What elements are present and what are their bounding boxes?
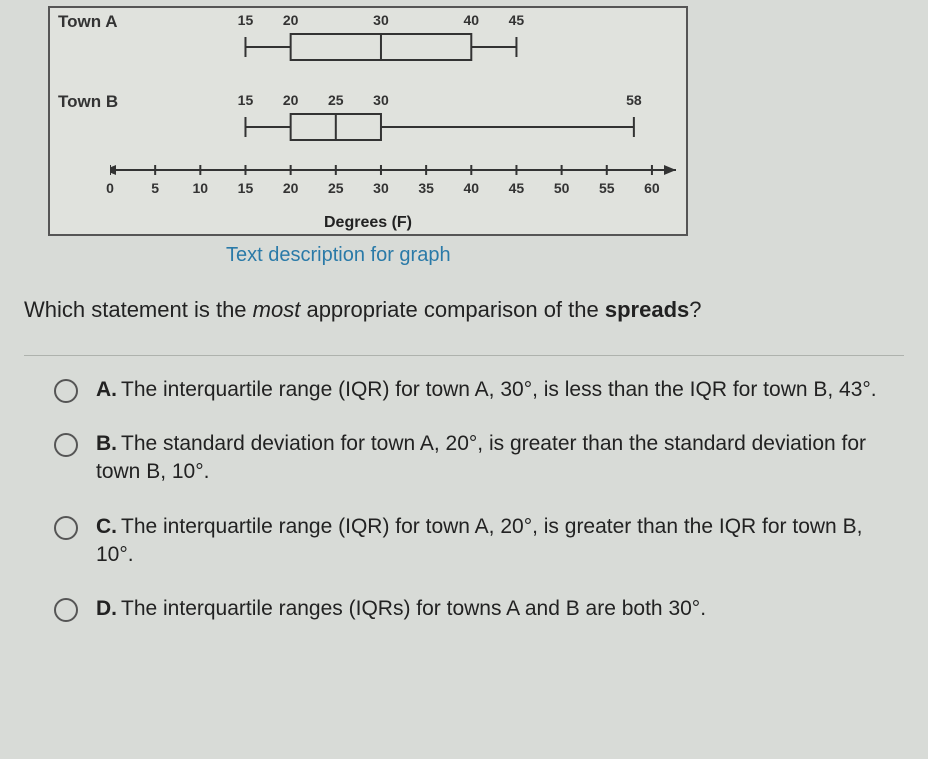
- divider: [24, 355, 904, 356]
- value-label: 25: [328, 92, 344, 108]
- question-emph: most: [253, 297, 301, 322]
- radio-c[interactable]: [54, 516, 78, 540]
- town-b-boxplot: [110, 110, 676, 144]
- value-label: 30: [373, 92, 389, 108]
- question-end: ?: [689, 297, 701, 322]
- value-label: 58: [626, 92, 642, 108]
- tick-label: 15: [238, 180, 254, 196]
- town-a-label: Town A: [58, 12, 117, 32]
- value-label: 40: [463, 12, 479, 28]
- tick-label: 55: [599, 180, 615, 196]
- tick-label: 45: [509, 180, 525, 196]
- option-d-body: The interquartile ranges (IQRs) for town…: [121, 597, 706, 620]
- tick-label: 0: [106, 180, 114, 196]
- question-post: appropriate comparison of the: [300, 297, 605, 322]
- radio-d[interactable]: [54, 598, 78, 622]
- option-a-body: The interquartile range (IQR) for town A…: [121, 378, 877, 401]
- tick-label: 60: [644, 180, 660, 196]
- option-c[interactable]: C.The interquartile range (IQR) for town…: [54, 513, 904, 570]
- tick-label: 20: [283, 180, 299, 196]
- value-label: 30: [373, 12, 389, 28]
- option-a[interactable]: A.The interquartile range (IQR) for town…: [54, 376, 904, 404]
- option-d-text: D.The interquartile ranges (IQRs) for to…: [96, 595, 706, 623]
- boxplot-panel: Town A Town B 1520304045 1520253058 0510…: [48, 6, 688, 236]
- option-c-text: C.The interquartile range (IQR) for town…: [96, 513, 904, 570]
- value-label: 15: [238, 92, 254, 108]
- text-description-link[interactable]: Text description for graph: [226, 244, 922, 267]
- tick-label: 50: [554, 180, 570, 196]
- tick-label: 30: [373, 180, 389, 196]
- tick-label: 25: [328, 180, 344, 196]
- tick-label: 40: [463, 180, 479, 196]
- option-a-text: A.The interquartile range (IQR) for town…: [96, 376, 877, 404]
- option-c-body: The interquartile range (IQR) for town A…: [96, 515, 862, 566]
- tick-label: 10: [193, 180, 209, 196]
- radio-a[interactable]: [54, 379, 78, 403]
- town-a-boxplot: [110, 30, 676, 64]
- tick-label: 35: [418, 180, 434, 196]
- question-strong: spreads: [605, 297, 689, 322]
- tick-label: 5: [151, 180, 159, 196]
- question-text: Which statement is the most appropriate …: [24, 295, 904, 325]
- plot-area: 1520304045 1520253058 051015202530354045…: [110, 8, 676, 224]
- options-list: A.The interquartile range (IQR) for town…: [54, 376, 904, 624]
- value-label: 45: [509, 12, 525, 28]
- option-d[interactable]: D.The interquartile ranges (IQRs) for to…: [54, 595, 904, 623]
- value-label: 20: [283, 12, 299, 28]
- option-b[interactable]: B.The standard deviation for town A, 20°…: [54, 430, 904, 487]
- option-b-text: B.The standard deviation for town A, 20°…: [96, 430, 904, 487]
- radio-b[interactable]: [54, 433, 78, 457]
- value-label: 20: [283, 92, 299, 108]
- question-pre: Which statement is the: [24, 297, 253, 322]
- axis-title: Degrees (F): [50, 214, 686, 232]
- option-b-body: The standard deviation for town A, 20°, …: [96, 432, 866, 483]
- value-label: 15: [238, 12, 254, 28]
